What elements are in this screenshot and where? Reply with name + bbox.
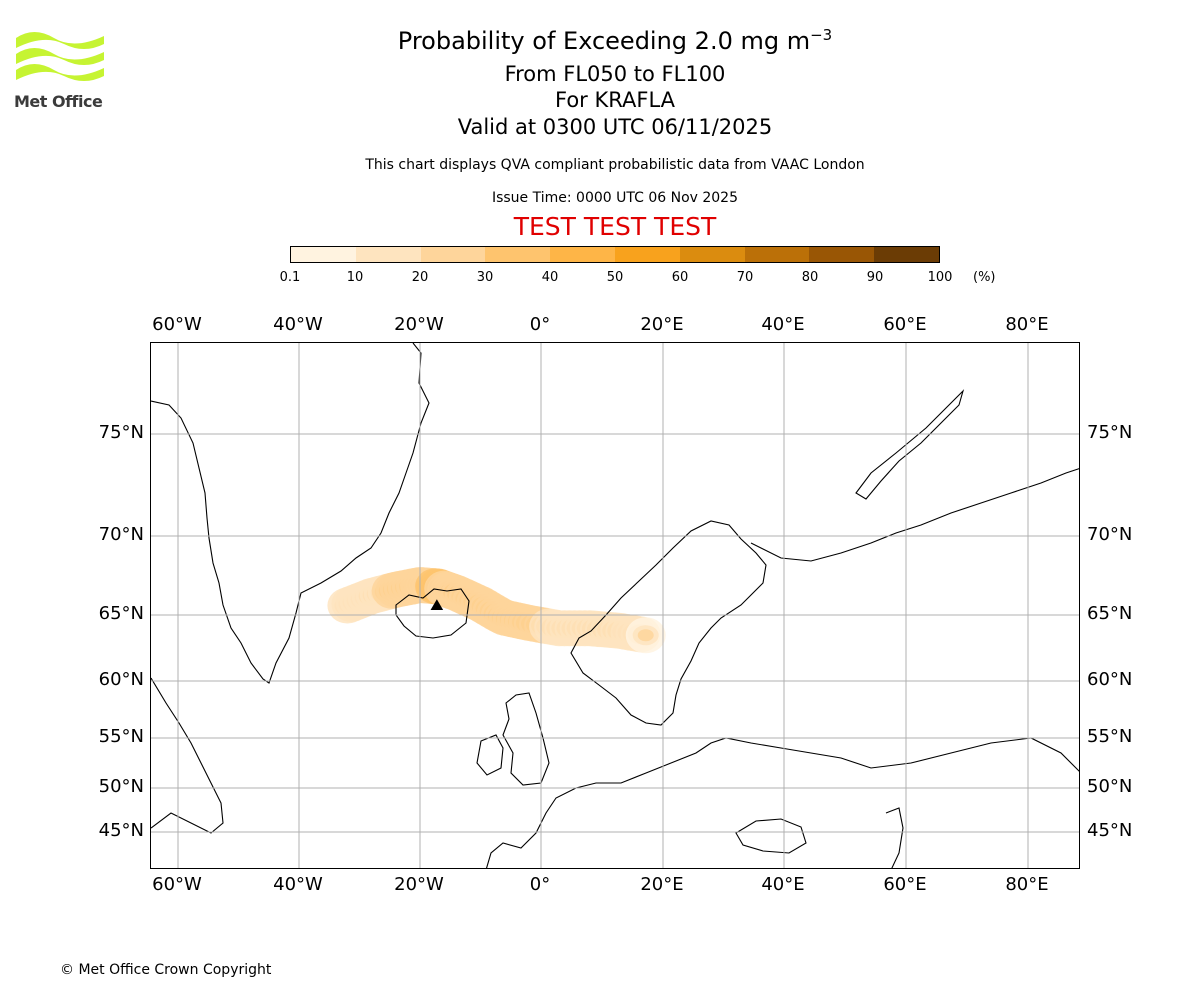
longitude-label: 0° bbox=[529, 314, 551, 335]
longitude-label: 40°E bbox=[761, 874, 805, 895]
title-valid-time: Valid at 0300 UTC 06/11/2025 bbox=[457, 115, 773, 139]
colorbar-tick-label: 80 bbox=[801, 270, 819, 285]
colorbar-tick-label: 50 bbox=[606, 270, 624, 285]
latitude-label: 75°N bbox=[1087, 422, 1133, 443]
title-levels: From FL050 to FL100 bbox=[504, 62, 726, 86]
colorbar-segment bbox=[874, 247, 939, 262]
colorbar-tick-label: 60 bbox=[671, 270, 689, 285]
colorbar-segment bbox=[550, 247, 615, 262]
longitude-label: 40°W bbox=[273, 314, 323, 335]
colorbar-tick-label: 100 bbox=[927, 270, 953, 285]
longitude-label: 80°E bbox=[1005, 314, 1049, 335]
coastline-novaya-zemlya bbox=[855, 389, 965, 500]
colorbar-tick-label: 30 bbox=[476, 270, 494, 285]
latitude-label: 45°N bbox=[98, 820, 144, 841]
latitude-label: 55°N bbox=[1087, 726, 1133, 747]
met-office-logo: Met Office bbox=[14, 30, 108, 114]
latitude-label: 75°N bbox=[98, 422, 144, 443]
colorbar-segment bbox=[744, 247, 810, 262]
colorbar-tick-label: 20 bbox=[411, 270, 429, 285]
latitude-label: 70°N bbox=[98, 524, 144, 545]
title-main: Probability of Exceeding 2.0 mg m bbox=[397, 27, 811, 55]
colorbar-segment bbox=[291, 247, 356, 262]
longitude-label: 20°E bbox=[640, 874, 684, 895]
latitude-label: 65°N bbox=[1087, 603, 1133, 624]
issue-time: Issue Time: 0000 UTC 06 Nov 2025 bbox=[491, 190, 739, 206]
test-banner: TEST TEST TEST bbox=[513, 212, 717, 241]
coastline-layer bbox=[151, 343, 1079, 868]
coastline-europe bbox=[486, 737, 1079, 868]
longitude-label: 20°W bbox=[394, 314, 444, 335]
logo-wave-3 bbox=[16, 64, 104, 81]
colorbar bbox=[290, 246, 940, 263]
latitude-label: 60°N bbox=[1087, 669, 1133, 690]
map[interactable]: ⛰ bbox=[150, 342, 1080, 869]
latitude-label: 60°N bbox=[98, 669, 144, 690]
colorbar-tick-label: 70 bbox=[736, 270, 754, 285]
coastline-black-sea bbox=[735, 818, 807, 854]
chart-title: Probability of Exceeding 2.0 mg m−3 bbox=[0, 26, 1200, 55]
latitude-label: 50°N bbox=[1087, 776, 1133, 797]
graticule bbox=[151, 343, 1079, 868]
latitude-label: 45°N bbox=[1087, 820, 1133, 841]
met-office-wave-icon bbox=[16, 32, 104, 81]
logo-wave-2 bbox=[16, 48, 104, 65]
longitude-label: 0° bbox=[529, 874, 551, 895]
coastline-caspian bbox=[885, 807, 904, 868]
coastline-ireland bbox=[476, 734, 504, 776]
colorbar-segment bbox=[420, 247, 486, 262]
latitude-label: 50°N bbox=[98, 776, 144, 797]
logo-text: Met Office bbox=[14, 92, 103, 111]
longitude-label: 60°E bbox=[883, 874, 927, 895]
coastline-canada bbox=[151, 677, 224, 834]
map-canvas: ⛰ bbox=[151, 343, 1079, 868]
subtitle: This chart displays QVA compliant probab… bbox=[365, 157, 865, 173]
longitude-label: 20°E bbox=[640, 314, 684, 335]
logo-wave-1 bbox=[16, 32, 104, 49]
coastline-russia-arctic bbox=[750, 468, 1079, 562]
colorbar-segment bbox=[679, 247, 745, 262]
longitude-label: 40°E bbox=[761, 314, 805, 335]
plume-cell bbox=[637, 629, 654, 642]
latitude-label: 55°N bbox=[98, 726, 144, 747]
longitude-label: 60°E bbox=[883, 314, 927, 335]
longitude-label: 60°W bbox=[152, 874, 202, 895]
title-volcano: For KRAFLA bbox=[555, 88, 675, 112]
colorbar-segment bbox=[485, 247, 551, 262]
colorbar-tick-label: 40 bbox=[541, 270, 559, 285]
coastline-scandinavia bbox=[570, 520, 767, 726]
copyright: © Met Office Crown Copyright bbox=[60, 962, 272, 978]
colorbar-tick-label: 0.1 bbox=[279, 270, 301, 285]
longitude-label: 20°W bbox=[394, 874, 444, 895]
colorbar-segment bbox=[809, 247, 875, 262]
coastline-iceland bbox=[395, 588, 470, 639]
colorbar-tick-label: 90 bbox=[866, 270, 884, 285]
coastline-greenland bbox=[151, 343, 430, 684]
colorbar-unit: (%) bbox=[973, 270, 996, 285]
coastline-britain bbox=[502, 692, 550, 786]
colorbar-segment bbox=[614, 247, 680, 262]
colorbar-tick-label: 10 bbox=[346, 270, 364, 285]
title-superscript: −3 bbox=[810, 26, 833, 44]
latitude-label: 70°N bbox=[1087, 524, 1133, 545]
colorbar-segment bbox=[355, 247, 421, 262]
volcano-icon: ⛰ bbox=[430, 595, 444, 614]
longitude-label: 40°W bbox=[273, 874, 323, 895]
ash-plume-layer: ⛰ bbox=[327, 566, 666, 654]
longitude-label: 80°E bbox=[1005, 874, 1049, 895]
latitude-label: 65°N bbox=[98, 603, 144, 624]
longitude-label: 60°W bbox=[152, 314, 202, 335]
